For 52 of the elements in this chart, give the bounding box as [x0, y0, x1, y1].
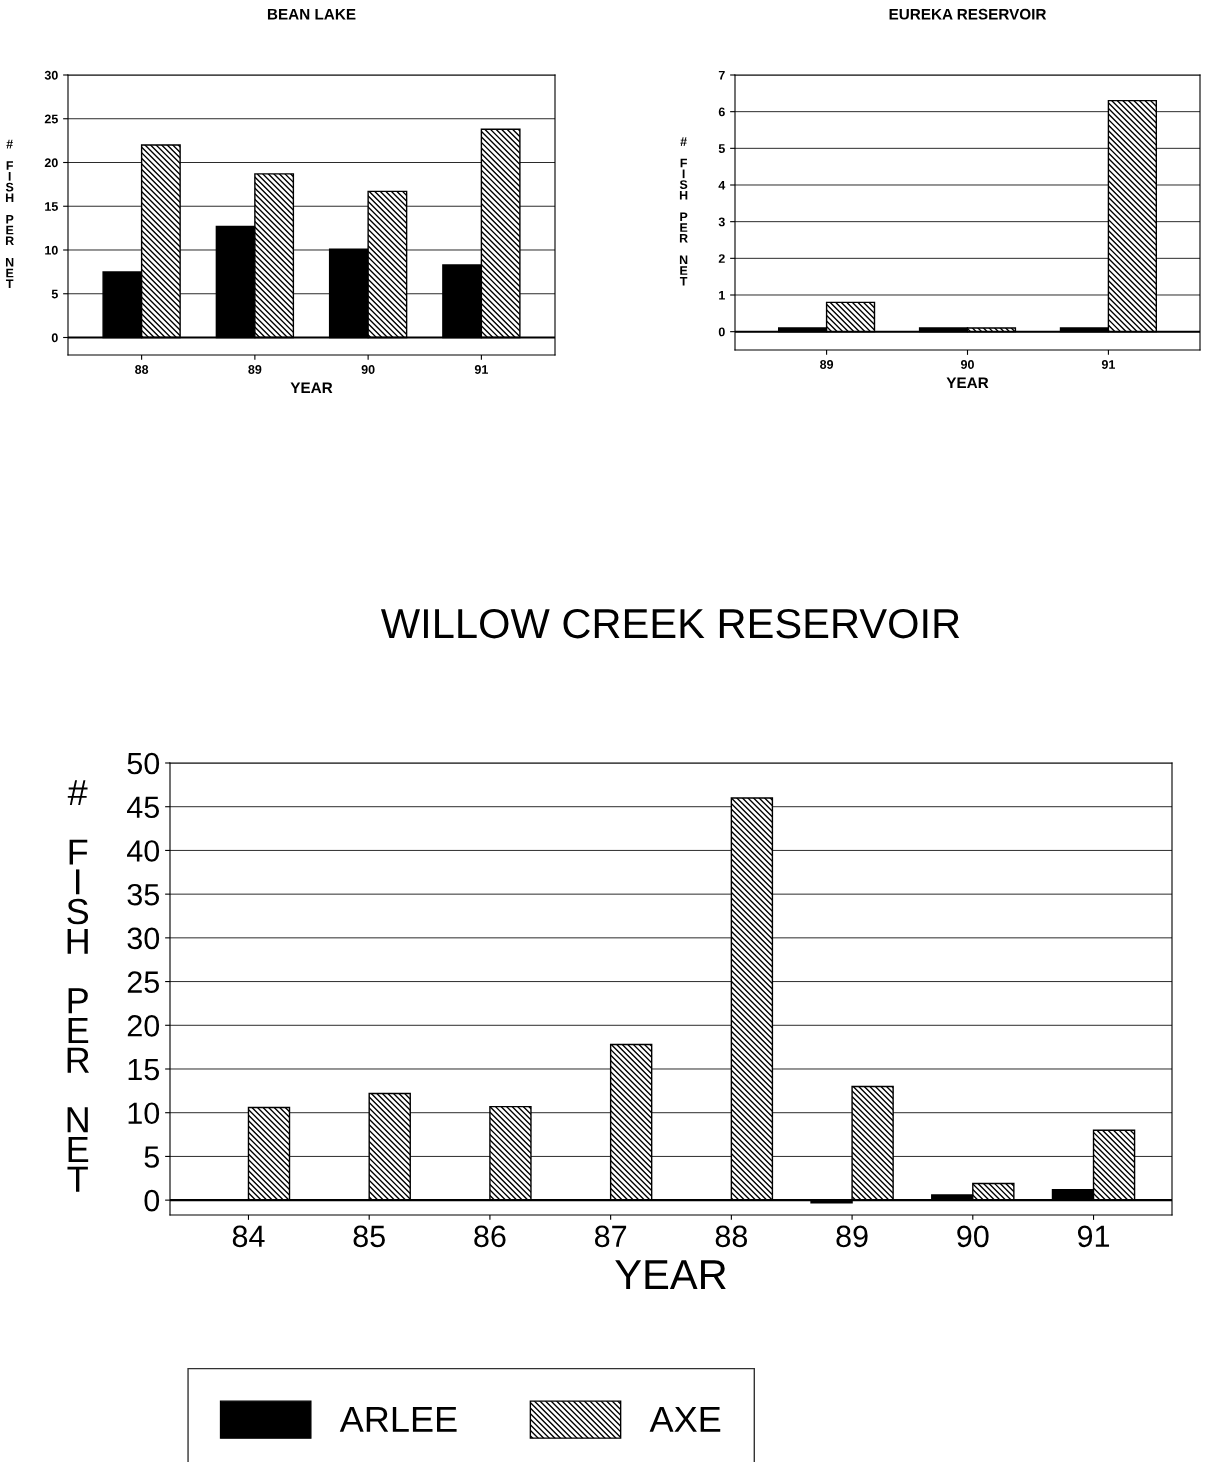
- y-tick-label: 0: [144, 1189, 160, 1212]
- y-tick-label: 50: [127, 752, 160, 775]
- legend-label: ARLEE: [339, 1407, 457, 1432]
- y-tick-label: 2: [718, 254, 725, 263]
- x-tick-label: 84: [232, 1225, 265, 1248]
- y-tick-label: 45: [127, 796, 159, 819]
- x-tick-label: 89: [820, 360, 834, 369]
- y-tick-label: 25: [44, 114, 58, 124]
- y-tick-label: 5: [51, 289, 58, 299]
- x-tick-label: 88: [715, 1225, 748, 1248]
- x-tick-label: 85: [353, 1225, 385, 1248]
- y-tick-label: 30: [127, 927, 160, 950]
- y-tick-label: 4: [718, 180, 726, 190]
- x-tick-label: 89: [248, 365, 262, 374]
- y-tick-label: 25: [127, 971, 159, 993]
- y-tick-label: 20: [44, 158, 58, 168]
- y-tick-label: 30: [44, 70, 58, 80]
- x-tick-label: 86: [474, 1225, 506, 1248]
- y-tick-label: 5: [718, 144, 725, 153]
- chart-title: WILLOW CREEK RESERVOIR: [380, 608, 960, 639]
- chart-title: BEAN LAKE: [267, 8, 356, 20]
- x-tick-label: 87: [594, 1225, 627, 1248]
- x-axis-title: YEAR: [946, 377, 989, 388]
- y-tick-label: 6: [718, 107, 725, 117]
- y-tick-label: 5: [144, 1146, 159, 1168]
- y-tick-label: 15: [45, 202, 58, 211]
- y-tick-label: 10: [45, 245, 58, 255]
- y-tick-label: 3: [718, 217, 725, 227]
- x-axis-title: YEAR: [615, 1260, 726, 1289]
- y-tick-label: 0: [51, 333, 58, 343]
- chart-title: EUREKA RESERVOIR: [889, 8, 1047, 20]
- y-tick-label: 35: [127, 883, 159, 906]
- y-tick-label: 7: [718, 70, 725, 80]
- x-tick-label: 91: [1077, 1225, 1110, 1248]
- text: # FISH PER NET: [67, 780, 90, 1192]
- legend-label: AXE: [649, 1407, 721, 1432]
- x-tick-label: 90: [957, 1225, 989, 1248]
- x-tick-label: 91: [474, 365, 488, 374]
- y-tick-label: 15: [128, 1059, 159, 1081]
- x-tick-label: 91: [1101, 360, 1116, 369]
- y-tick-label: 20: [127, 1015, 160, 1037]
- text: # FISH PER NET: [679, 137, 688, 286]
- x-tick-label: 90: [960, 360, 974, 369]
- y-tick-label: 0: [718, 327, 725, 337]
- x-axis-title: YEAR: [290, 382, 333, 393]
- y-tick-label: 10: [128, 1102, 160, 1125]
- y-tick-label: 1: [719, 290, 725, 300]
- x-tick-label: 88: [135, 365, 149, 374]
- y-tick-label: 40: [127, 840, 160, 862]
- x-tick-label: 89: [836, 1225, 868, 1248]
- text: # FISH PER NET: [5, 139, 14, 289]
- x-tick-label: 90: [361, 365, 375, 374]
